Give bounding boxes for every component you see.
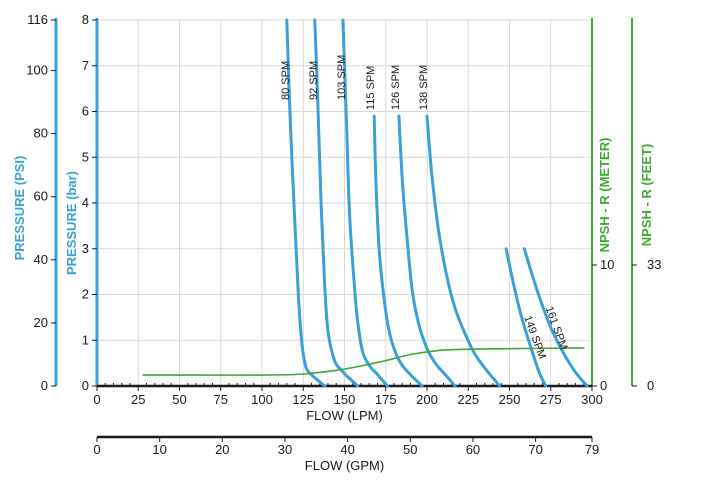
- bar-tick-label: 7: [82, 58, 89, 73]
- pump-curve-138-spm: [425, 114, 502, 388]
- pump-curve-92-spm: [313, 18, 360, 388]
- bar-tick-label: 5: [82, 149, 89, 164]
- bar-tick-label: 4: [82, 195, 89, 210]
- lpm-tick-label: 225: [457, 392, 479, 407]
- lpm-tick-label: 200: [416, 392, 438, 407]
- gpm-tick-label: 60: [466, 442, 480, 457]
- gpm-tick-label: 0: [93, 442, 100, 457]
- pump-curve-103-spm: [341, 18, 389, 388]
- pump-curve-126-spm: [397, 114, 457, 388]
- psi-tick-label: 20: [34, 315, 48, 330]
- pump-curve-149-spm: [504, 247, 548, 388]
- psi-tick-label: 60: [34, 189, 48, 204]
- pump-curve-115-spm: [372, 114, 424, 388]
- lpm-tick-label: 175: [375, 392, 397, 407]
- series-label-115-spm: 115 SPM: [365, 66, 377, 110]
- bar-tick-label: 8: [82, 12, 89, 27]
- npsh-feet-axis-title: NPSH - R (FEET): [639, 144, 654, 247]
- bar-tick-label: 0: [82, 378, 89, 393]
- gpm-tick-label: 70: [528, 442, 542, 457]
- lpm-tick-label: 25: [131, 392, 145, 407]
- psi-tick-label: 116: [27, 12, 48, 27]
- bar-axis-title: PRESSURE (bar): [64, 171, 79, 275]
- bar-tick-label: 2: [82, 287, 89, 302]
- npsh-meter-axis-title: NPSH - R (METER): [597, 138, 612, 253]
- bar-tick-label: 6: [82, 104, 89, 119]
- gpm-tick-label: 20: [215, 442, 229, 457]
- pump-curve-161-spm: [522, 247, 589, 388]
- series-labels: 80 SPM 92 SPM 103 SPM 115 SPM 126 SPM 138 SPM…: [280, 55, 570, 361]
- gpm-tick-label: 40: [340, 442, 354, 457]
- npsh-meter-tick-label: 10: [600, 257, 614, 272]
- series-label-149-spm: 149 SPM: [521, 314, 548, 361]
- lpm-tick-label: 0: [93, 392, 100, 407]
- series: [142, 18, 589, 388]
- series-label-103-spm: 103 SPM: [336, 55, 348, 100]
- axis-titles: PRESSURE (PSI) PRESSURE (bar) NPSH - R (ME…: [12, 138, 654, 473]
- lpm-tick-label: 50: [172, 392, 186, 407]
- npsh-feet-tick-label: 0: [647, 378, 654, 393]
- psi-tick-label: 0: [41, 378, 48, 393]
- gpm-tick-label: 50: [403, 442, 417, 457]
- npsh-feet-tick-label: 33: [647, 257, 661, 272]
- npsh-meter-tick-label: 0: [600, 378, 607, 393]
- npsh-curve: [142, 347, 585, 376]
- lpm-tick-label: 275: [540, 392, 562, 407]
- lpm-tick-label: 125: [292, 392, 314, 407]
- series-label-92-spm: 92 SPM: [308, 61, 320, 100]
- gpm-tick-label: 10: [152, 442, 166, 457]
- lpm-tick-label: 300: [581, 392, 603, 407]
- psi-axis-title: PRESSURE (PSI): [12, 156, 27, 261]
- series-label-138-spm: 138 SPM: [418, 65, 430, 110]
- series-label-80-spm: 80 SPM: [280, 61, 292, 100]
- lpm-tick-label: 100: [251, 392, 273, 407]
- psi-tick-label: 40: [34, 252, 48, 267]
- lpm-tick-label: 150: [334, 392, 356, 407]
- series-label-126-spm: 126 SPM: [390, 65, 402, 110]
- lpm-tick-label: 250: [499, 392, 521, 407]
- lpm-tick-label: 75: [214, 392, 228, 407]
- series-label-161-spm: 161 SPM: [543, 305, 570, 352]
- gpm-tick-label: 30: [278, 442, 292, 457]
- gpm-tick-label: 79: [585, 442, 599, 457]
- bar-tick-label: 1: [82, 332, 89, 347]
- bar-tick-label: 3: [82, 241, 89, 256]
- pump-curve-80-spm: [285, 18, 327, 388]
- psi-tick-label: 100: [26, 62, 48, 77]
- psi-tick-label: 80: [34, 126, 48, 141]
- gpm-axis-title: FLOW (GPM): [305, 458, 384, 473]
- lpm-axis-title: FLOW (LPM): [306, 408, 383, 423]
